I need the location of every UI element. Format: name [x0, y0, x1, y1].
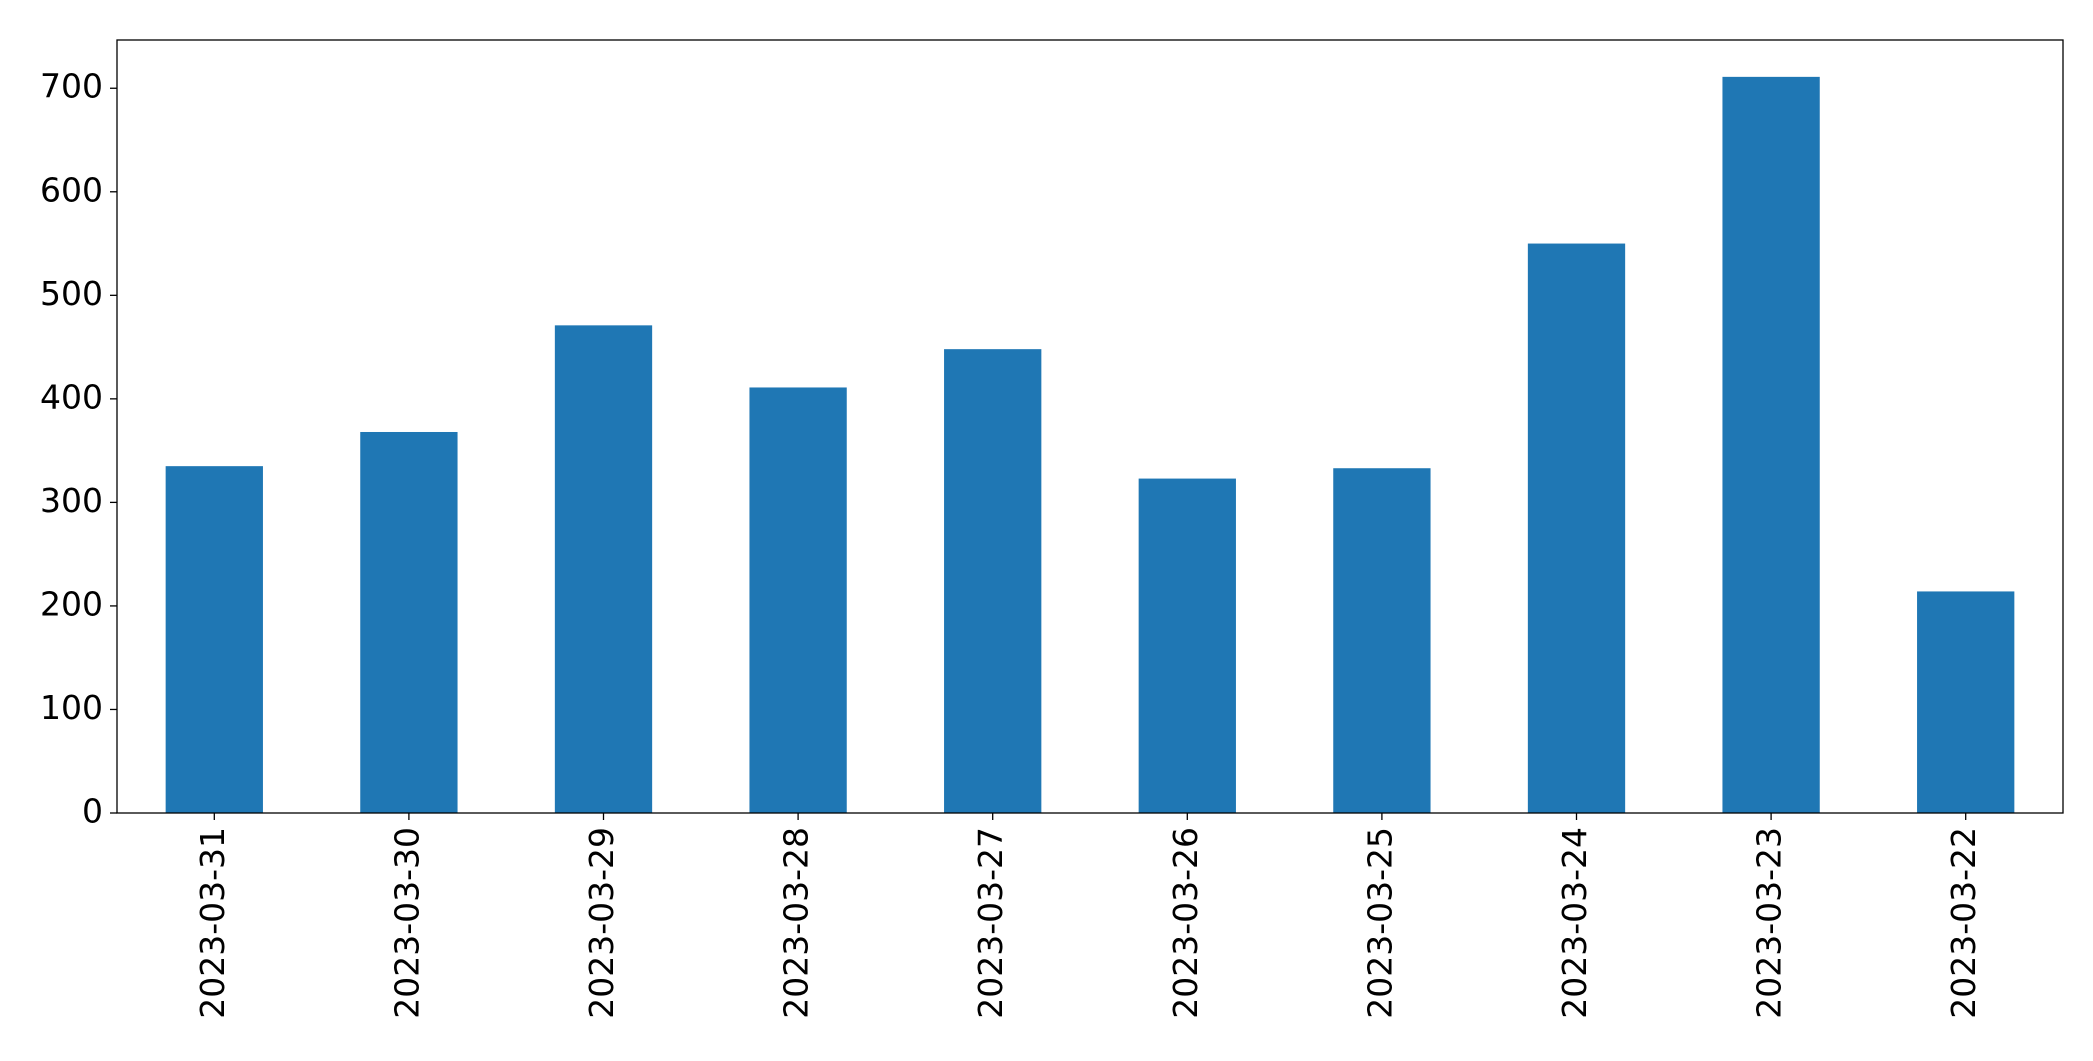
bar	[1527, 243, 1626, 814]
bar	[944, 349, 1042, 813]
x-tick-label: 2023-03-22	[1944, 827, 1983, 1019]
bar	[1138, 478, 1236, 813]
x-tick-label: 2023-03-29	[582, 827, 621, 1019]
y-tick-label: 400	[40, 377, 103, 416]
x-tick-label: 2023-03-27	[971, 827, 1010, 1019]
x-tick-label: 2023-03-24	[1555, 827, 1594, 1019]
x-tick-label: 2023-03-30	[387, 827, 426, 1019]
bar	[749, 387, 847, 813]
bar	[360, 431, 458, 813]
bar	[1917, 591, 2015, 813]
y-tick-label: 200	[40, 584, 103, 623]
y-tick-label: 500	[40, 274, 103, 313]
y-tick-label: 700	[40, 67, 103, 106]
y-tick-label: 600	[40, 170, 103, 209]
plot-frame	[116, 39, 2064, 814]
bar	[165, 466, 263, 813]
bar	[1722, 76, 1820, 813]
y-tick-label: 300	[40, 481, 103, 520]
x-tick-label: 2023-03-31	[193, 827, 232, 1019]
x-tick-label: 2023-03-26	[1166, 827, 1205, 1019]
x-tick-label: 2023-03-25	[1360, 827, 1399, 1019]
y-tick-label: 100	[40, 688, 103, 727]
bar	[1333, 468, 1431, 813]
y-tick-label: 0	[82, 792, 103, 831]
x-tick-label: 2023-03-23	[1750, 827, 1789, 1019]
x-tick-label: 2023-03-28	[777, 827, 816, 1019]
bar	[554, 325, 653, 813]
